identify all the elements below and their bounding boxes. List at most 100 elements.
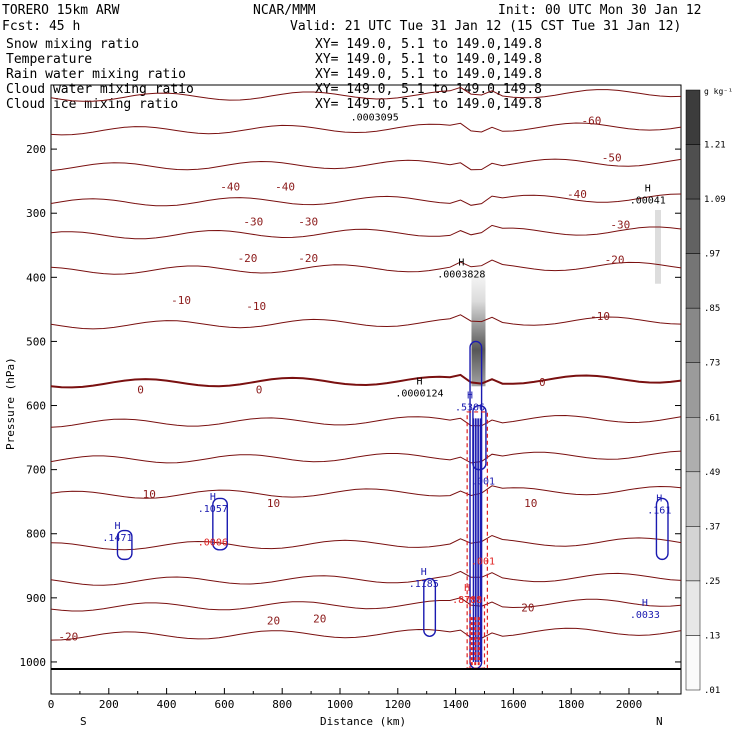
maxima-labels: H.00041H.0003828H.0000124.0003095H.5306H… <box>102 112 671 620</box>
colorbar-segment <box>685 198 701 254</box>
x-tick-label: 1400 <box>442 698 469 711</box>
legend-cloud-ice-xy: XY= 149.0, 5.1 to 149.0,149.8 <box>315 97 542 112</box>
contour-label: 10 <box>524 497 537 510</box>
contour-labels: -60 -50 -40 -40 -40 -30 -30 -30 -20 -20 -20 -10 -10 -… <box>58 114 630 643</box>
colorbar-segment <box>685 417 701 473</box>
temperature-contour <box>50 259 682 275</box>
colorbar-label: .97 <box>704 250 720 260</box>
colorbar-segment <box>685 526 701 582</box>
cloud-water-contour <box>116 529 133 561</box>
legend-rain-xy: XY= 149.0, 5.1 to 149.0,149.8 <box>315 67 542 82</box>
temperature-contour <box>50 570 682 586</box>
max-value: .001 <box>471 476 495 487</box>
x-tick-label: 1200 <box>385 698 412 711</box>
colorbar-segment <box>685 89 701 145</box>
colorbar-label: .25 <box>704 577 720 587</box>
center-title: NCAR/MMM <box>253 3 316 18</box>
contour-label: -10 <box>171 294 191 307</box>
colorbar-segment <box>685 635 701 691</box>
temperature-contour <box>50 597 682 612</box>
max-value: .001 <box>471 557 495 568</box>
legend-cloud-water: Cloud water mixing ratio <box>6 82 194 97</box>
temperature-contour <box>50 193 682 207</box>
forecast-hour: Fcst: 45 h <box>2 19 80 34</box>
y-tick-label: 400 <box>26 271 46 284</box>
temperature-contour <box>50 158 682 172</box>
max-marker: H <box>642 598 648 609</box>
south-label: S <box>80 715 87 728</box>
max-marker: H <box>210 492 216 503</box>
max-value: .0000124 <box>395 389 443 400</box>
valid-time: Valid: 21 UTC Tue 31 Jan 12 (15 CST Tue … <box>290 19 681 34</box>
x-tick-label: 2000 <box>616 698 643 711</box>
x-axis-title: Distance (km) <box>320 715 406 728</box>
rain-contour <box>466 411 488 669</box>
contour-label: 10 <box>143 488 156 501</box>
temperature-contours <box>50 86 682 641</box>
max-marker: H <box>467 391 473 402</box>
legend-snow-xy: XY= 149.0, 5.1 to 149.0,149.8 <box>315 37 542 52</box>
x-tick-label: 1000 <box>327 698 354 711</box>
contour-label: -30 <box>243 216 263 229</box>
colorbar-segment <box>685 253 701 309</box>
snow-column-north <box>654 210 661 284</box>
max-marker: H <box>464 583 470 594</box>
max-value: .5306 <box>455 403 485 414</box>
contour-label: -60 <box>581 114 601 127</box>
colorbar-segment <box>685 580 701 636</box>
y-tick-label: 700 <box>26 464 46 477</box>
colorbar-segment <box>685 307 701 363</box>
y-tick-label: 900 <box>26 592 46 605</box>
temperature-contour <box>50 627 682 641</box>
colorbar-label: .37 <box>704 522 720 532</box>
x-tick-label: 1800 <box>558 698 585 711</box>
colorbar-label: 1.09 <box>704 195 726 205</box>
contour-label: -10 <box>590 310 610 323</box>
legend-rain: Rain water mixing ratio <box>6 67 186 82</box>
colorbar-segment <box>685 144 701 200</box>
x-tick-label: 400 <box>157 698 177 711</box>
colorbar-label: .73 <box>704 359 720 369</box>
contour-label: 20 <box>313 612 326 625</box>
max-marker: H <box>416 377 422 388</box>
cloud-water-contours <box>116 340 669 670</box>
x-tick-label: 1600 <box>500 698 527 711</box>
cloud-water-contour <box>655 497 669 561</box>
x-tick-label: 200 <box>99 698 119 711</box>
max-marker: H <box>656 493 662 504</box>
colorbar-segment <box>685 471 701 527</box>
max-value: .00041 <box>630 196 666 207</box>
contour-label: -30 <box>298 216 318 229</box>
max-value: .0003095 <box>351 112 399 123</box>
y-tick-label: 800 <box>26 528 46 541</box>
contour-label: 0 <box>137 384 144 397</box>
temperature-contour <box>50 450 682 464</box>
colorbar-label: 1.21 <box>704 141 726 151</box>
max-value: .0006 <box>198 537 228 548</box>
max-marker: H <box>458 257 464 268</box>
contour-label: 0 <box>539 376 546 389</box>
snow-column-core <box>471 264 486 387</box>
contour-label: -50 <box>602 151 622 164</box>
y-tick-label: 1000 <box>20 656 47 669</box>
x-tick-label: 0 <box>48 698 55 711</box>
north-label: N <box>656 715 663 728</box>
colorbar-segment <box>685 362 701 418</box>
contour-label: -40 <box>275 180 295 193</box>
max-value: .1185 <box>409 579 439 590</box>
contour-label: 0 <box>256 384 263 397</box>
max-value: .0033 <box>630 610 660 621</box>
contour-label: -30 <box>610 219 630 232</box>
contour-label: -40 <box>567 188 587 201</box>
max-value: .1057 <box>198 504 228 515</box>
temperature-contour <box>50 485 682 499</box>
max-marker: H <box>645 184 651 195</box>
contour-label: -20 <box>238 252 258 265</box>
legend-temperature-xy: XY= 149.0, 5.1 to 149.0,149.8 <box>315 52 542 67</box>
temperature-contour <box>50 122 682 136</box>
y-axis-title: Pressure (hPa) <box>4 357 17 450</box>
contour-label: -20 <box>298 252 318 265</box>
plot-frame <box>50 84 682 695</box>
